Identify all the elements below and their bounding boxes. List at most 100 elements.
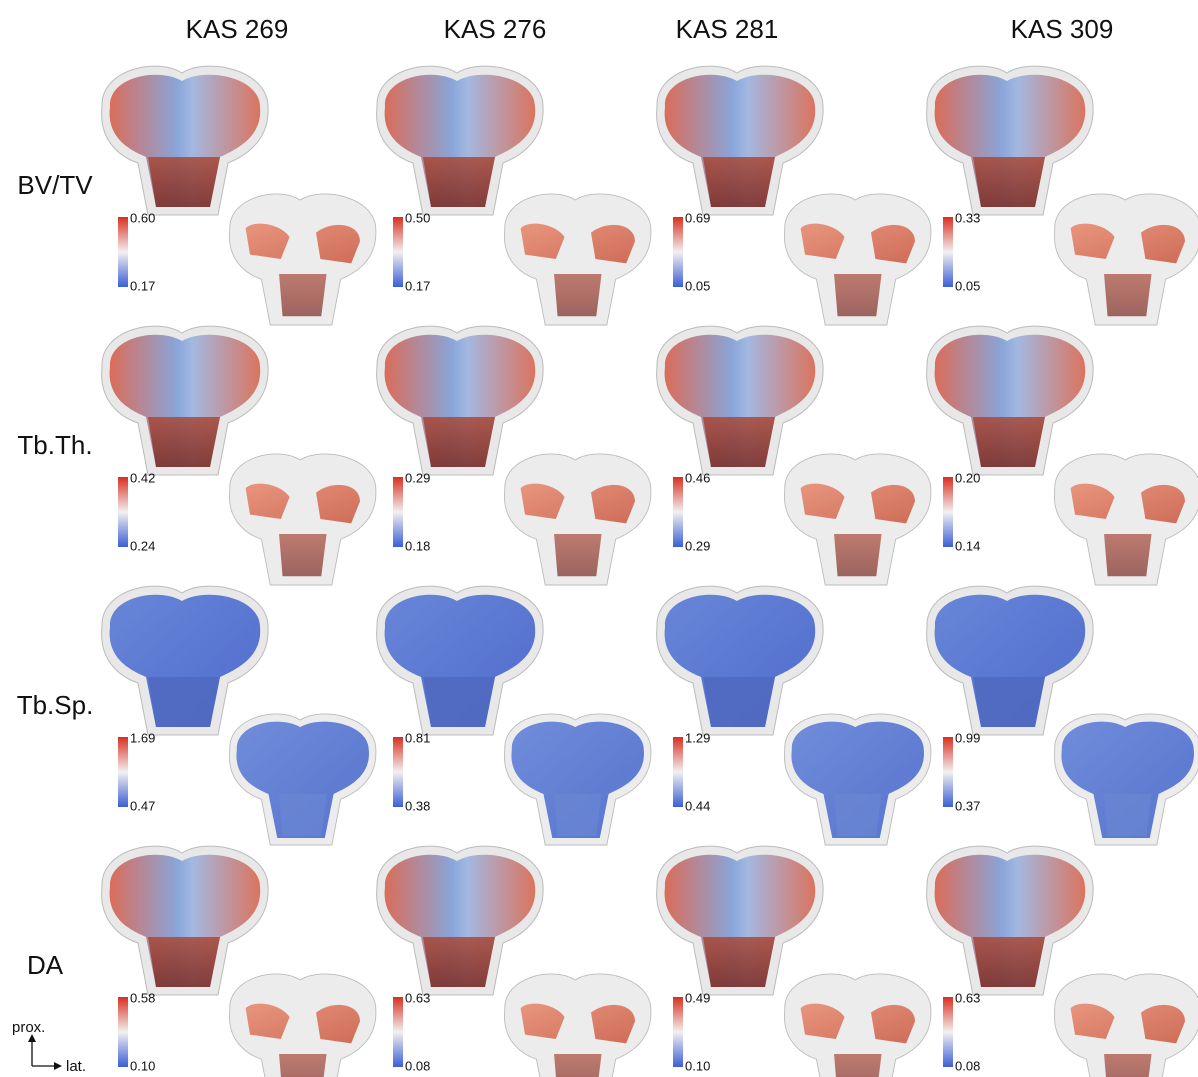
specimen-panel: 1.29 0.44	[657, 586, 931, 845]
color-bar-max: 0.29	[405, 470, 430, 485]
color-bar-max: 0.46	[685, 470, 710, 485]
bone-render	[504, 454, 651, 585]
color-bar-min: 0.05	[685, 278, 710, 293]
color-bar-max: 0.33	[955, 210, 980, 225]
color-bar	[943, 997, 953, 1067]
color-bar	[943, 737, 953, 807]
bone-shaft	[148, 157, 220, 207]
bone-render	[927, 66, 1093, 215]
bone-shaft	[834, 274, 882, 316]
row-label: Tb.Sp.	[17, 690, 94, 720]
color-bar-max: 0.63	[405, 990, 430, 1005]
column-header: KAS 276	[444, 14, 547, 44]
bone-shaft	[703, 937, 775, 987]
bone-shaft	[973, 677, 1045, 727]
color-bar-max: 1.29	[685, 730, 710, 745]
bone-shaft	[834, 1054, 882, 1077]
bone-shaft	[554, 794, 602, 836]
color-bar-min: 0.38	[405, 798, 430, 813]
bone-render	[377, 586, 543, 735]
color-bar-min: 0.37	[955, 798, 980, 813]
bone-shaft	[279, 274, 327, 316]
figure: KAS 269KAS 276KAS 281KAS 309BV/TV0.600.1…	[0, 0, 1198, 1077]
color-bar-min: 0.18	[405, 538, 430, 553]
bone-render	[377, 846, 543, 995]
bone-render	[102, 586, 268, 735]
bone-render	[377, 326, 543, 475]
bone-render	[229, 454, 376, 585]
row-label: BV/TV	[17, 170, 93, 200]
color-bar-min: 0.10	[130, 1058, 155, 1073]
bone-shaft	[973, 417, 1045, 467]
bone-render	[657, 846, 823, 995]
color-bar-max: 0.49	[685, 990, 710, 1005]
bone-shaft	[554, 274, 602, 316]
bone-render	[229, 974, 376, 1077]
specimen-panel: 0.630.08	[927, 846, 1198, 1077]
color-bar	[673, 217, 683, 287]
bone-render	[784, 714, 931, 845]
specimen-panel: 0.49 0.10	[657, 846, 931, 1077]
specimen-panel: 0.420.24	[102, 326, 376, 585]
bone-shaft	[423, 417, 495, 467]
bone-render	[504, 974, 651, 1077]
bone-shaft	[703, 157, 775, 207]
color-bar-min: 0.14	[955, 538, 980, 553]
column-header: KAS 269	[186, 14, 289, 44]
specimen-panel: 0.99 0.37	[927, 586, 1198, 845]
color-bar	[673, 997, 683, 1067]
color-bar	[943, 477, 953, 547]
bone-shaft	[554, 534, 602, 576]
bone-shaft	[423, 937, 495, 987]
color-bar	[943, 217, 953, 287]
specimen-panel: 0.58 0.10	[102, 846, 376, 1077]
bone-shaft	[1104, 794, 1152, 836]
color-bar-max: 1.69	[130, 730, 155, 745]
bone-render	[784, 454, 931, 585]
bone-render	[229, 714, 376, 845]
bone-render	[377, 66, 543, 215]
row-label: DA	[27, 950, 64, 980]
bone-render	[927, 846, 1093, 995]
bone-shaft	[279, 1054, 327, 1077]
color-bar-min: 0.44	[685, 798, 710, 813]
color-bar	[393, 737, 403, 807]
bone-render	[102, 66, 268, 215]
color-bar-min: 0.17	[130, 278, 155, 293]
color-bar	[673, 737, 683, 807]
color-bar	[393, 477, 403, 547]
bone-render	[927, 586, 1093, 735]
bone-render	[504, 194, 651, 325]
bone-render	[102, 846, 268, 995]
bone-shaft	[703, 417, 775, 467]
color-bar-max: 0.99	[955, 730, 980, 745]
color-bar-max: 0.58	[130, 990, 155, 1005]
bone-render	[657, 586, 823, 735]
specimen-panel: 0.600.17	[102, 66, 376, 325]
bone-shaft	[554, 1054, 602, 1077]
specimen-panel: 0.63 0.08	[377, 846, 651, 1077]
color-bar-max: 0.20	[955, 470, 980, 485]
specimen-panel: 0.69 0.05	[657, 66, 931, 325]
bone-shaft	[1104, 534, 1152, 576]
column-header: KAS 309	[1011, 14, 1114, 44]
color-bar	[393, 217, 403, 287]
color-bar-max: 0.69	[685, 210, 710, 225]
bone-render	[927, 326, 1093, 475]
color-bar-min: 0.05	[955, 278, 980, 293]
color-bar-min: 0.08	[405, 1058, 430, 1073]
bone-shaft	[1104, 274, 1152, 316]
row-label: Tb.Th.	[17, 430, 92, 460]
specimen-panel: 0.20 0.14	[927, 326, 1198, 585]
color-bar-min: 0.10	[685, 1058, 710, 1073]
bone-shaft	[703, 677, 775, 727]
bone-render	[1054, 454, 1198, 585]
specimen-panel: 1.690.47	[102, 586, 376, 845]
arrow-head	[54, 1062, 62, 1070]
specimen-panel: 0.460.29	[657, 326, 931, 585]
bone-render	[102, 326, 268, 475]
specimen-panel: 0.33 0.05	[927, 66, 1198, 325]
bone-shaft	[423, 157, 495, 207]
color-bar-min: 0.08	[955, 1058, 980, 1073]
